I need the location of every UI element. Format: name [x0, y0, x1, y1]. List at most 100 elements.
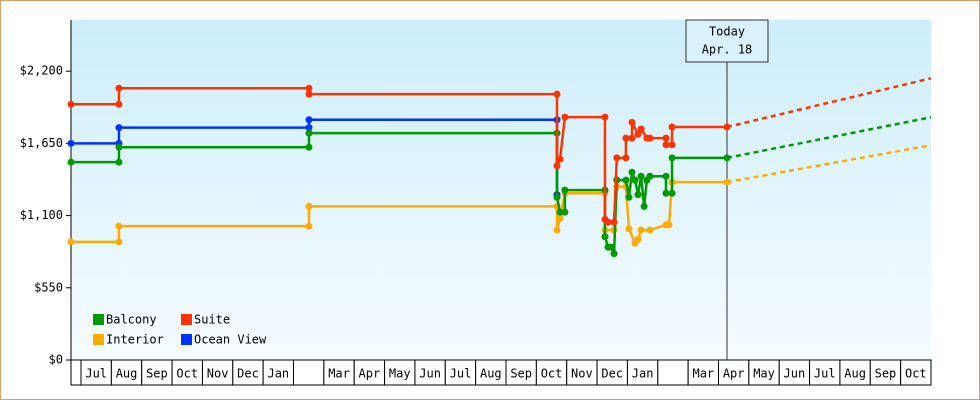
x-axis-box [839, 359, 871, 386]
price-point [305, 143, 313, 151]
price-point [613, 154, 621, 162]
x-axis-box [323, 359, 355, 386]
y-tick-label: $550 [34, 280, 63, 294]
plot-area [71, 20, 931, 360]
x-tick-label: Aug [844, 367, 866, 381]
legend-label: Ocean View [194, 333, 267, 347]
price-point [115, 158, 123, 166]
x-axis-box [869, 359, 902, 386]
price-point [305, 84, 313, 92]
legend-swatch [93, 314, 104, 325]
price-point [723, 178, 731, 186]
x-tick-label: Aug [480, 367, 502, 381]
legend-swatch [181, 334, 192, 345]
price-point [115, 143, 123, 151]
x-tick-label: Jan [632, 367, 654, 381]
price-point [723, 123, 731, 131]
x-axis-box [566, 359, 598, 386]
price-point [553, 226, 561, 234]
price-point [646, 172, 654, 180]
y-tick-label: $1,650 [20, 136, 63, 150]
legend-label: Interior [106, 333, 164, 347]
x-axis-box [778, 359, 811, 386]
x-tick-label: Oct [176, 367, 198, 381]
x-tick-label: Dec [601, 367, 623, 381]
price-point [305, 202, 313, 210]
legend-swatch [93, 334, 104, 345]
price-point [553, 193, 561, 201]
price-point [668, 123, 676, 131]
price-point [622, 154, 630, 162]
price-point [622, 176, 630, 184]
x-tick-label: Jul [85, 367, 107, 381]
price-point [622, 134, 630, 142]
x-tick-label: Jun [784, 367, 806, 381]
price-point [115, 124, 123, 132]
x-axis-box [444, 359, 477, 386]
price-point [668, 189, 676, 197]
x-axis-box [900, 359, 932, 386]
x-axis-box [809, 359, 841, 386]
price-point [625, 193, 633, 201]
price-point [556, 155, 564, 163]
price-point [662, 141, 670, 149]
price-point [561, 208, 569, 216]
price-point [305, 116, 313, 124]
x-tick-label: Oct [541, 367, 563, 381]
price-point [561, 113, 569, 121]
price-point [634, 130, 642, 138]
x-axis-box [171, 359, 203, 386]
price-point [610, 250, 618, 258]
price-point [305, 90, 313, 98]
x-tick-label: Jul [814, 367, 836, 381]
price-point [646, 226, 654, 234]
x-axis-box [110, 359, 143, 386]
projection-line [726, 116, 932, 160]
x-tick-label: Sep [146, 367, 168, 381]
price-point [646, 134, 654, 142]
legend-label: Balcony [106, 313, 157, 327]
x-tick-label: Sep [510, 367, 532, 381]
y-tick-label: $0 [49, 353, 63, 367]
today-label: Today [709, 25, 745, 39]
price-point [610, 218, 618, 226]
price-point [628, 118, 636, 126]
x-tick-label: Sep [875, 367, 897, 381]
price-point [637, 172, 645, 180]
price-point [628, 134, 636, 142]
x-tick-label: May [389, 367, 411, 381]
price-point [67, 238, 75, 246]
price-point [640, 202, 648, 210]
x-axis-box [626, 359, 659, 386]
legend-label: Suite [194, 313, 230, 327]
x-axis-box [475, 359, 507, 386]
price-point [553, 90, 561, 98]
price-point [637, 226, 645, 234]
projection-line [726, 77, 932, 129]
x-axis-box [384, 359, 416, 386]
price-point [634, 235, 642, 243]
price-point [556, 208, 564, 216]
legend-swatch [181, 314, 192, 325]
price-point [665, 221, 673, 229]
price-point [662, 189, 670, 197]
x-axis-box [201, 359, 234, 386]
price-point [601, 113, 609, 121]
x-tick-label: Dec [237, 367, 259, 381]
x-axis-box [293, 359, 325, 386]
x-axis-box [657, 359, 689, 386]
x-tick-label: Nov [571, 367, 593, 381]
price-point [668, 154, 676, 162]
today-date: Apr. 18 [702, 43, 753, 57]
price-point [607, 243, 615, 251]
price-point [604, 218, 612, 226]
price-point [115, 222, 123, 230]
price-point [662, 134, 670, 142]
projection-line [726, 144, 932, 184]
x-axis-box [748, 359, 780, 386]
x-tick-label: Jul [450, 367, 472, 381]
price-point [601, 233, 609, 241]
price-point [67, 139, 75, 147]
y-tick-label: $1,100 [20, 208, 63, 222]
price-point [637, 125, 645, 133]
